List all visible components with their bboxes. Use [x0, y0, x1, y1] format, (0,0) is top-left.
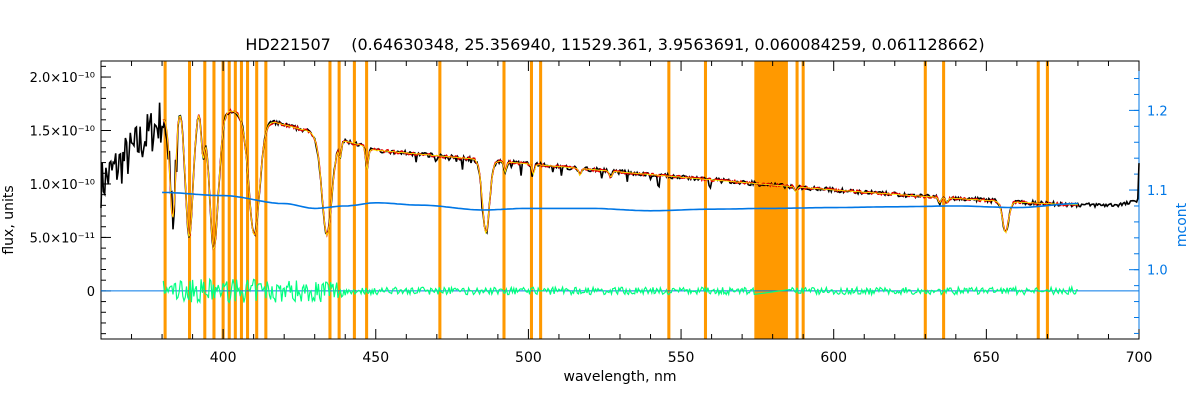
masked-region-2: [203, 61, 207, 339]
x-tick-label-4: 600: [820, 350, 847, 366]
masked-region-22: [795, 61, 799, 339]
masked-region-7: [239, 61, 243, 339]
masked-region-15: [438, 61, 442, 339]
masked-region-20: [703, 61, 708, 339]
y2-tick-label-2: 1.2: [1147, 104, 1168, 119]
masked-region-0: [163, 61, 167, 339]
masked-region-10: [264, 61, 268, 339]
masked-region-21: [754, 61, 788, 339]
masked-region-13: [352, 61, 356, 339]
y-tick-label-0: 0: [87, 285, 95, 300]
fit-spectrum-line: [163, 110, 1078, 250]
y2-tick-label-1: 1.1: [1147, 184, 1168, 199]
masked-region-25: [942, 61, 946, 339]
masked-region-27: [1045, 61, 1049, 339]
y-tick-label-2: 1.0×10⁻¹⁰: [30, 178, 95, 193]
masked-region-4: [221, 61, 225, 339]
masked-region-14: [365, 61, 369, 339]
residuals-line: [162, 277, 1078, 305]
masked-region-19: [667, 61, 671, 339]
x-axis-label: wavelength, nm: [564, 369, 677, 385]
masked-region-16: [502, 61, 506, 339]
masked-region-1: [188, 61, 192, 339]
y-tick-label-1: 5.0×10⁻¹¹: [30, 231, 95, 246]
masked-region-26: [1036, 61, 1040, 339]
masked-region-18: [539, 61, 543, 339]
y2-axis-label: mcont: [1174, 202, 1190, 247]
masked-region-11: [328, 61, 332, 339]
chart-title: HD221507 (0.64630348, 25.356940, 11529.3…: [245, 35, 984, 54]
x-tick-label-5: 650: [973, 350, 1000, 366]
y-axis-label: flux, units: [1, 185, 17, 254]
x-tick-label-6: 700: [1126, 350, 1153, 366]
series-lines: [100, 102, 1140, 305]
masked-regions: [163, 61, 1049, 339]
x-tick-label-3: 550: [668, 350, 695, 366]
y-tick-label-4: 2.0×10⁻¹⁰: [30, 71, 95, 86]
masked-region-24: [923, 61, 927, 339]
masked-region-5: [227, 61, 231, 339]
masked-region-8: [246, 61, 250, 339]
masked-region-3: [212, 61, 216, 339]
observed-spectrum-line: [100, 102, 1140, 250]
x-tick-label-1: 450: [362, 350, 389, 366]
masked-region-17: [529, 61, 533, 339]
continuum-line: [162, 191, 1078, 212]
axis-ticks: 400 450 500 550 600 650 700 0 5.0×10⁻¹¹ 1.0×10⁻¹⁰…: [30, 61, 1168, 366]
x-tick-label-0: 400: [210, 350, 237, 366]
y-tick-label-3: 1.5×10⁻¹⁰: [30, 125, 95, 140]
masked-region-12: [337, 61, 341, 339]
x-tick-label-2: 500: [515, 350, 542, 366]
model-spectrum-line: [162, 108, 1079, 251]
masked-region-6: [233, 61, 237, 339]
y2-tick-label-0: 1.0: [1147, 264, 1168, 279]
masked-region-23: [801, 61, 805, 339]
